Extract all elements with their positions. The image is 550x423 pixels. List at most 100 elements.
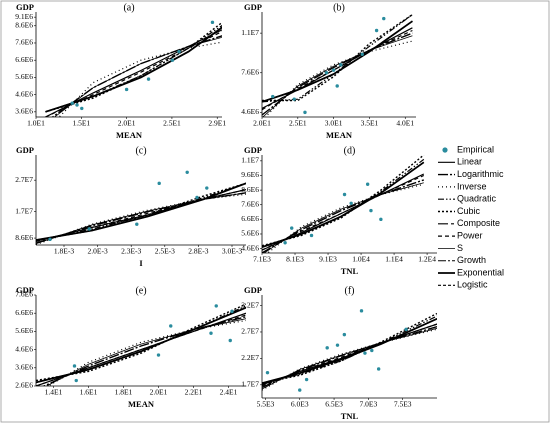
x-tick-label: 2.5E1 (163, 119, 181, 128)
x-tick-label: 7.0E3 (360, 400, 378, 409)
empirical-point (365, 182, 370, 186)
fit-curve (45, 26, 222, 113)
fit-curve (262, 318, 437, 384)
legend-label: Exponential (457, 267, 504, 277)
y-tick-label: 9.1E6 (15, 12, 33, 21)
y-tick-label: 5.6E6 (241, 229, 259, 238)
fit-curve (262, 326, 437, 389)
y-tick-label: 8.6E6 (15, 233, 33, 242)
empirical-point (146, 77, 151, 81)
empirical-point (195, 195, 199, 200)
empirical-point (265, 370, 270, 375)
fit-curve (47, 319, 246, 386)
fit-curve (262, 315, 437, 385)
x-tick-label: 6.0E3 (291, 400, 309, 409)
y-tick-label: 2.2E7 (241, 353, 259, 362)
x-tick-label: 2.0E1 (150, 388, 168, 397)
fit-curve (262, 158, 425, 248)
x-tick-label: 1.8E1 (115, 388, 133, 397)
y-tick-label: 6.6E6 (15, 308, 33, 317)
empirical-point (370, 348, 374, 353)
empirical-point (379, 217, 383, 222)
plot-area (45, 21, 222, 117)
y-tick-label: 5.6E6 (15, 72, 33, 81)
x-tick-label: 1.6E1 (80, 388, 98, 397)
fit-curve (36, 189, 246, 243)
empirical-point (359, 309, 364, 313)
y-axis-label: GDP (244, 2, 262, 12)
fit-curve (262, 179, 425, 253)
plot-area (36, 182, 246, 245)
panel-title: (d) (344, 145, 356, 156)
y-tick-label: 6.6E6 (15, 55, 33, 64)
empirical-point (124, 87, 129, 92)
empirical-point (342, 332, 347, 337)
empirical-point (335, 84, 339, 88)
y-tick-label: 1.7E7 (15, 206, 33, 215)
plot-area (262, 312, 437, 391)
x-tick-label: 1.8E-3 (54, 247, 74, 256)
fit-curve (262, 323, 437, 387)
plot-area (262, 14, 413, 117)
fit-curve (262, 32, 413, 116)
empirical-point (290, 226, 294, 230)
x-tick-label: 2.8E-3 (188, 247, 208, 256)
y-axis-label: GDP (16, 285, 34, 295)
empirical-point (369, 208, 373, 213)
empirical-point (209, 331, 213, 335)
y-tick-label: 4.6E6 (241, 107, 259, 116)
y-tick-label: 9.6E6 (241, 170, 259, 179)
empirical-point (298, 388, 302, 392)
panel-title: (a) (123, 2, 134, 13)
x-tick-label: 1.0E1 (27, 119, 45, 128)
empirical-point (374, 28, 379, 33)
empirical-point (74, 378, 78, 383)
y-tick-label: 7.6E6 (241, 199, 259, 208)
empirical-point (304, 377, 309, 382)
fit-curve (36, 182, 246, 241)
fit-curve (36, 193, 246, 245)
x-tick-label: 5.5E3 (257, 400, 275, 409)
fit-curve (36, 182, 246, 241)
x-tick-label: 2.5E-3 (155, 247, 175, 256)
fit-curve (262, 20, 413, 103)
fit-curve (58, 41, 222, 117)
x-tick-label: 8.1E3 (286, 255, 304, 264)
panel-title: (e) (135, 285, 146, 296)
x-axis-label: I (139, 258, 143, 268)
y-tick-label: 4.6E6 (241, 243, 259, 252)
y-tick-label: 8.6E6 (241, 185, 259, 194)
panel-title: (b) (333, 2, 345, 13)
empirical-point (376, 367, 381, 371)
y-tick-label: 1.7E7 (241, 380, 259, 389)
x-tick-label: 4.0E1 (396, 119, 414, 128)
empirical-point (335, 343, 340, 347)
fit-curve (262, 14, 413, 102)
empirical-point (331, 68, 336, 72)
x-tick-label: 2.3E-3 (121, 247, 141, 256)
legend-label: Empirical (457, 144, 494, 154)
x-tick-label: 1.4E1 (45, 388, 63, 397)
fit-curve (266, 183, 424, 253)
x-tick-label: 3.0E1 (325, 119, 343, 128)
empirical-point (80, 106, 84, 111)
fit-curve (262, 20, 413, 103)
y-axis-label: GDP (16, 145, 34, 155)
legend-label: Composite (457, 218, 500, 228)
fit-curve (262, 155, 425, 247)
panel-title: (f) (345, 285, 355, 296)
empirical-point (210, 20, 215, 25)
fit-curve (45, 24, 222, 113)
empirical-point (72, 364, 77, 368)
empirical-point (271, 94, 275, 99)
empirical-point (87, 227, 91, 231)
fit-curve (36, 303, 246, 382)
empirical-point (156, 353, 161, 357)
fit-curve (262, 20, 413, 103)
x-tick-label: 6.5E3 (325, 400, 343, 409)
legend-label: Linear (457, 157, 482, 167)
empirical-point (360, 52, 364, 56)
x-tick-label: 7.1E3 (253, 255, 271, 264)
